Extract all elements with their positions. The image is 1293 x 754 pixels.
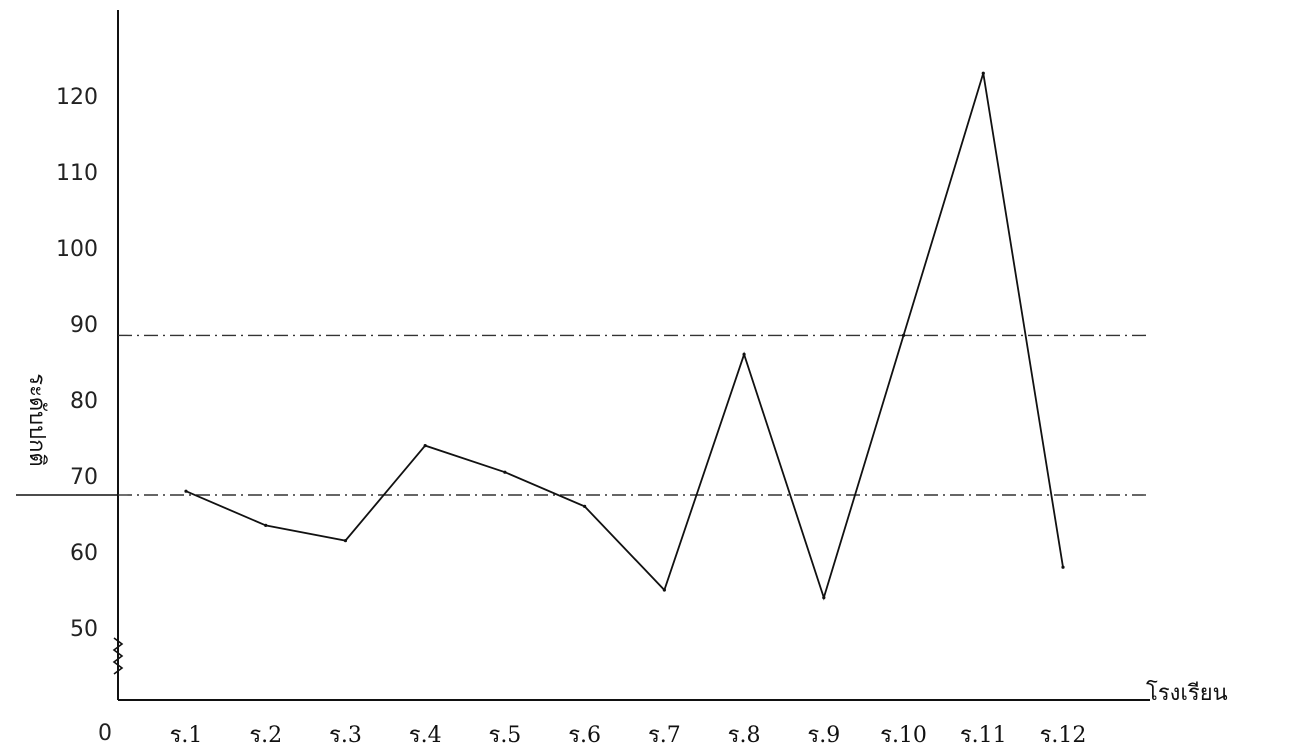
x-tick-label: ร.11 <box>960 723 1007 748</box>
data-point <box>822 596 826 600</box>
x-axis-title: โรงเรียน <box>1146 680 1228 706</box>
data-point <box>264 523 268 528</box>
y-tick-label: 120 <box>56 85 98 110</box>
y-tick-label: 80 <box>70 389 98 414</box>
y-tick-label: 70 <box>70 465 98 490</box>
data-point <box>503 470 507 474</box>
y-tick-label: 100 <box>56 237 98 262</box>
x-tick-label: ร.6 <box>568 723 601 748</box>
series <box>184 71 1065 601</box>
y-axis-title: ระดับปกติ <box>24 373 49 466</box>
x-tick-label: ร.5 <box>489 723 522 748</box>
x-tick-label: ร.10 <box>880 723 927 748</box>
reference-lines <box>16 334 1150 496</box>
data-point <box>423 444 427 448</box>
x-tick-label: ร.3 <box>329 723 362 748</box>
series-line <box>185 72 1064 601</box>
x-tick-label: ร.7 <box>648 723 681 748</box>
y-tick-label: 50 <box>70 617 98 642</box>
y-ticks: 50 60 70 80 90 100 110 120 <box>56 85 98 642</box>
x-ticks: ร.1 ร.2 ร.3 ร.4 ร.5 ร.6 ร.7 ร.8 ร.9 ร.10 ร.11 ร.12 <box>170 723 1087 748</box>
data-point <box>662 588 666 592</box>
data-point <box>184 489 188 493</box>
data-point <box>742 352 746 356</box>
data-point <box>583 504 587 508</box>
x-tick-label: ร.12 <box>1040 723 1087 748</box>
x-tick-label: ร.8 <box>728 723 761 748</box>
data-point <box>981 71 985 75</box>
data-point <box>343 539 348 543</box>
axes: 0 โรงเรียน ระดับปกติ <box>24 10 1228 746</box>
y-tick-label: 60 <box>70 541 98 566</box>
x-tick-label: ร.2 <box>249 723 282 748</box>
y-tick-label: 110 <box>56 161 98 186</box>
x-tick-label: ร.1 <box>170 723 203 748</box>
y-tick-label: 90 <box>70 313 98 338</box>
data-point <box>1061 565 1065 569</box>
x-tick-label: ร.4 <box>409 723 442 748</box>
x-tick-label: ร.9 <box>807 723 840 748</box>
axis-break-mark <box>112 637 124 675</box>
origin-label: 0 <box>98 721 112 746</box>
data-point <box>901 333 906 337</box>
